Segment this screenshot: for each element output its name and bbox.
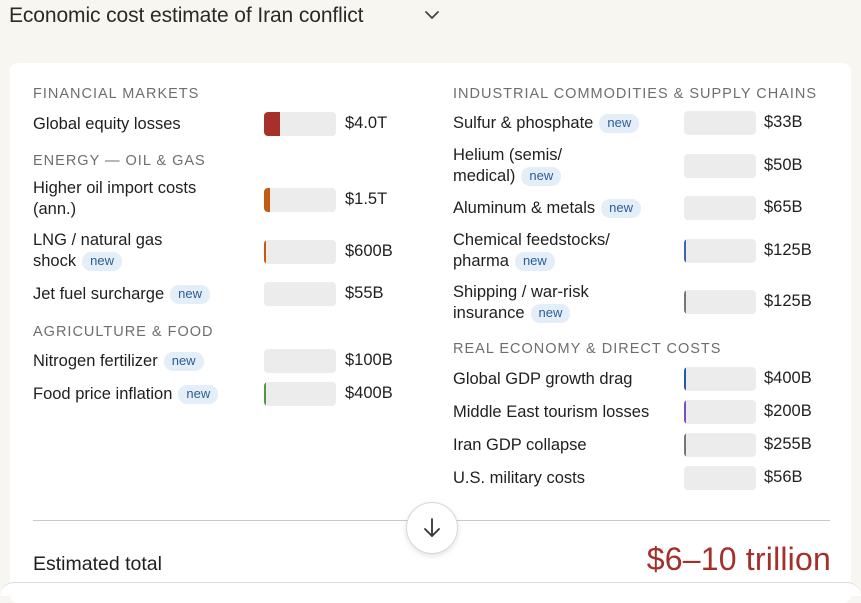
row-label: Shipping / war-risk	[453, 283, 589, 301]
row-label: Chemical feedstocks/	[453, 231, 610, 249]
row-value: $50B	[764, 156, 803, 174]
row-value: $400B	[345, 384, 393, 402]
row-value: $100B	[345, 351, 393, 369]
row-label-line2: insurance	[453, 304, 525, 322]
cost-bar	[264, 240, 336, 264]
row-value: $255B	[764, 435, 812, 453]
cost-bar	[684, 111, 756, 135]
row-label-line2: (ann.)	[33, 200, 77, 218]
cost-bar	[684, 433, 756, 457]
section-title-industrial-commodities: INDUSTRIAL COMMODITIES & SUPPLY CHAINS	[453, 86, 818, 102]
row-label-line2: medical)	[453, 167, 516, 185]
row-value: $400B	[764, 369, 812, 387]
cost-bar-fill	[264, 240, 267, 264]
cost-bar-fill	[684, 367, 686, 391]
row-value: $65B	[764, 198, 803, 216]
new-badge: new	[163, 352, 204, 371]
cost-bar	[684, 196, 756, 220]
cost-bar-fill	[684, 290, 686, 314]
cost-bar	[684, 466, 756, 490]
row-label: Global equity losses	[33, 115, 181, 133]
cost-bar	[684, 400, 756, 424]
row-label: Iran GDP collapse	[453, 436, 587, 454]
new-badge: new	[170, 285, 211, 304]
row-label: Food price inflation	[33, 385, 173, 403]
chevron-down-icon[interactable]	[424, 9, 440, 21]
row-label: Aluminum & metals	[453, 199, 596, 217]
row-value: $125B	[764, 292, 812, 310]
new-badge: new	[514, 252, 555, 271]
row-value: $125B	[764, 241, 812, 259]
row-value: $4.0T	[345, 114, 388, 132]
cost-card: FINANCIAL MARKETS Global equity losses $…	[10, 63, 851, 603]
row-value: $1.5T	[345, 190, 388, 208]
row-label: Jet fuel surcharge	[33, 285, 165, 303]
cost-bar	[684, 367, 756, 391]
cost-bar	[684, 290, 756, 314]
row-label: U.S. military costs	[453, 469, 586, 487]
row-label: Sulfur & phosphate	[453, 114, 594, 132]
row-label-line2: shock	[33, 252, 77, 270]
cost-bar-fill	[684, 400, 686, 424]
cost-bar-fill	[684, 239, 686, 263]
section-title-agriculture: AGRICULTURE & FOOD	[33, 324, 214, 340]
cost-bar	[684, 154, 756, 178]
row-label: Middle East tourism losses	[453, 403, 650, 421]
page-title: Economic cost estimate of Iran conflict	[9, 4, 364, 27]
total-value: $6–10 trillion	[646, 541, 831, 577]
bottom-sheet-edge	[0, 582, 861, 596]
cost-bar	[684, 239, 756, 263]
row-label: LNG / natural gas	[33, 231, 163, 249]
row-value: $200B	[764, 402, 812, 420]
section-title-financial-markets: FINANCIAL MARKETS	[33, 86, 200, 102]
row-value: $55B	[345, 284, 384, 302]
cost-bar-fill	[264, 382, 266, 406]
row-label: Higher oil import costs	[33, 179, 197, 197]
new-badge: new	[601, 199, 641, 218]
new-badge: new	[82, 252, 122, 271]
scroll-down-button[interactable]	[406, 502, 458, 554]
row-label: Global GDP growth drag	[453, 370, 633, 388]
row-label-line2: pharma	[453, 252, 509, 270]
new-badge: new	[599, 114, 640, 133]
row-label: Helium (semis/	[453, 146, 563, 164]
row-value: $33B	[764, 113, 803, 131]
cost-bar	[264, 188, 336, 212]
row-label: Nitrogen fertilizer	[33, 352, 158, 370]
row-value: $600B	[345, 242, 393, 260]
cost-bar-fill	[684, 433, 686, 457]
cost-bar	[264, 349, 336, 373]
new-badge: new	[178, 385, 219, 404]
section-title-energy: ENERGY — OIL & GAS	[33, 153, 206, 169]
cost-bar-fill	[264, 188, 271, 212]
cost-bar-fill	[264, 112, 280, 136]
cost-bar	[264, 112, 336, 136]
section-title-real-economy: REAL ECONOMY & DIRECT COSTS	[453, 341, 722, 357]
new-badge: new	[530, 304, 571, 323]
total-label: Estimated total	[33, 553, 162, 575]
header: Economic cost estimate of Iran conflict	[0, 0, 861, 40]
new-badge: new	[521, 167, 562, 186]
cost-bar	[264, 282, 336, 306]
cost-bar	[264, 382, 336, 406]
row-value: $56B	[764, 468, 803, 486]
arrow-down-icon	[424, 518, 440, 537]
